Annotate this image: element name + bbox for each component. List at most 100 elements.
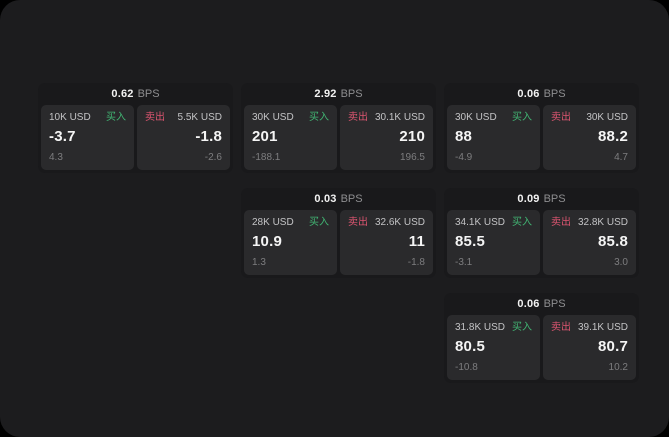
sell-delta: -2.6 bbox=[204, 152, 222, 163]
sell-amount: 32.6K USD bbox=[374, 217, 425, 228]
sell-panel[interactable]: 卖出 39.1K USD 80.7 10.2 bbox=[543, 315, 636, 380]
bps-unit-label: BPS bbox=[543, 88, 566, 100]
sell-delta: 10.2 bbox=[608, 362, 628, 373]
bps-unit-label: BPS bbox=[137, 88, 160, 100]
bps-value: 0.62 bbox=[111, 88, 134, 100]
buy-delta: 4.3 bbox=[49, 152, 63, 163]
bps-unit-label: BPS bbox=[340, 88, 363, 100]
buy-side-label: 买入 bbox=[512, 112, 532, 123]
buy-panel-header: 34.1K USD 买入 bbox=[455, 217, 532, 229]
buy-delta: -188.1 bbox=[252, 152, 281, 163]
sell-price: 88.2 bbox=[598, 128, 628, 145]
buy-delta: -10.8 bbox=[455, 362, 478, 373]
quote-grid: 0.62 BPS 10K USD 买入 -3.7 4.3 卖出 5.5K USD… bbox=[38, 83, 639, 383]
sell-side-label: 卖出 bbox=[145, 112, 165, 123]
buy-price: 10.9 bbox=[252, 233, 282, 250]
sell-side-label: 卖出 bbox=[551, 322, 571, 333]
quote-card: 0.09 BPS 34.1K USD 买入 85.5 -3.1 卖出 32.8K… bbox=[444, 188, 639, 278]
quote-panels: 28K USD 买入 10.9 1.3 卖出 32.6K USD 11 -1.8 bbox=[244, 210, 433, 275]
buy-panel[interactable]: 30K USD 买入 201 -188.1 bbox=[244, 105, 337, 170]
bps-value: 0.03 bbox=[314, 193, 337, 205]
quote-panels: 31.8K USD 买入 80.5 -10.8 卖出 39.1K USD 80.… bbox=[447, 315, 636, 380]
sell-panel-header: 卖出 30K USD bbox=[551, 112, 628, 124]
sell-side-label: 卖出 bbox=[551, 112, 571, 123]
buy-side-label: 买入 bbox=[106, 112, 126, 123]
buy-panel[interactable]: 30K USD 买入 88 -4.9 bbox=[447, 105, 540, 170]
buy-price: 85.5 bbox=[455, 233, 485, 250]
sell-delta: 4.7 bbox=[614, 152, 628, 163]
quote-card: 0.03 BPS 28K USD 买入 10.9 1.3 卖出 32.6K US… bbox=[241, 188, 436, 278]
sell-side-label: 卖出 bbox=[348, 112, 368, 123]
card-header: 2.92 BPS bbox=[244, 83, 433, 105]
sell-price: 210 bbox=[399, 128, 425, 145]
sell-panel[interactable]: 卖出 32.8K USD 85.8 3.0 bbox=[543, 210, 636, 275]
buy-delta: -3.1 bbox=[455, 257, 473, 268]
buy-side-label: 买入 bbox=[309, 217, 329, 228]
bps-unit-label: BPS bbox=[543, 298, 566, 310]
sell-panel[interactable]: 卖出 32.6K USD 11 -1.8 bbox=[340, 210, 433, 275]
buy-amount: 34.1K USD bbox=[455, 217, 506, 228]
sell-amount: 30.1K USD bbox=[374, 112, 425, 123]
quote-panels: 30K USD 买入 201 -188.1 卖出 30.1K USD 210 1… bbox=[244, 105, 433, 170]
bps-value: 0.06 bbox=[517, 88, 540, 100]
sell-side-label: 卖出 bbox=[348, 217, 368, 228]
quote-panels: 34.1K USD 买入 85.5 -3.1 卖出 32.8K USD 85.8… bbox=[447, 210, 636, 275]
quote-card: 2.92 BPS 30K USD 买入 201 -188.1 卖出 30.1K … bbox=[241, 83, 436, 173]
buy-panel-header: 30K USD 买入 bbox=[252, 112, 329, 124]
sell-amount: 5.5K USD bbox=[177, 112, 222, 123]
sell-price: 11 bbox=[408, 233, 425, 250]
buy-panel-header: 30K USD 买入 bbox=[455, 112, 532, 124]
quote-panels: 30K USD 买入 88 -4.9 卖出 30K USD 88.2 4.7 bbox=[447, 105, 636, 170]
card-header: 0.06 BPS bbox=[447, 83, 636, 105]
sell-panel-header: 卖出 5.5K USD bbox=[145, 112, 222, 124]
buy-panel-header: 28K USD 买入 bbox=[252, 217, 329, 229]
buy-panel[interactable]: 34.1K USD 买入 85.5 -3.1 bbox=[447, 210, 540, 275]
buy-delta: -4.9 bbox=[455, 152, 473, 163]
buy-panel-header: 10K USD 买入 bbox=[49, 112, 126, 124]
card-header: 0.62 BPS bbox=[41, 83, 230, 105]
sell-panel[interactable]: 卖出 5.5K USD -1.8 -2.6 bbox=[137, 105, 230, 170]
sell-price: 80.7 bbox=[598, 338, 628, 355]
sell-panel-header: 卖出 32.8K USD bbox=[551, 217, 628, 229]
sell-amount: 39.1K USD bbox=[577, 322, 628, 333]
sell-delta: -1.8 bbox=[407, 257, 425, 268]
buy-delta: 1.3 bbox=[252, 257, 266, 268]
bps-unit-label: BPS bbox=[543, 193, 566, 205]
buy-panel[interactable]: 31.8K USD 买入 80.5 -10.8 bbox=[447, 315, 540, 380]
buy-panel[interactable]: 28K USD 买入 10.9 1.3 bbox=[244, 210, 337, 275]
sell-panel-header: 卖出 39.1K USD bbox=[551, 322, 628, 334]
sell-delta: 196.5 bbox=[399, 152, 425, 163]
sell-panel-header: 卖出 32.6K USD bbox=[348, 217, 425, 229]
buy-amount: 30K USD bbox=[455, 112, 497, 123]
sell-amount: 32.8K USD bbox=[577, 217, 628, 228]
buy-price: 201 bbox=[252, 128, 278, 145]
bps-value: 0.09 bbox=[517, 193, 540, 205]
buy-panel-header: 31.8K USD 买入 bbox=[455, 322, 532, 334]
bps-value: 0.06 bbox=[517, 298, 540, 310]
buy-amount: 10K USD bbox=[49, 112, 91, 123]
bps-unit-label: BPS bbox=[340, 193, 363, 205]
buy-panel[interactable]: 10K USD 买入 -3.7 4.3 bbox=[41, 105, 134, 170]
sell-amount: 30K USD bbox=[586, 112, 628, 123]
sell-side-label: 卖出 bbox=[551, 217, 571, 228]
buy-side-label: 买入 bbox=[512, 217, 532, 228]
sell-panel[interactable]: 卖出 30.1K USD 210 196.5 bbox=[340, 105, 433, 170]
buy-amount: 30K USD bbox=[252, 112, 294, 123]
card-header: 0.03 BPS bbox=[244, 188, 433, 210]
bps-value: 2.92 bbox=[314, 88, 337, 100]
sell-price: 85.8 bbox=[598, 233, 628, 250]
sell-panel-header: 卖出 30.1K USD bbox=[348, 112, 425, 124]
buy-side-label: 买入 bbox=[512, 322, 532, 333]
buy-amount: 28K USD bbox=[252, 217, 294, 228]
sell-panel[interactable]: 卖出 30K USD 88.2 4.7 bbox=[543, 105, 636, 170]
quote-card: 0.06 BPS 30K USD 买入 88 -4.9 卖出 30K USD 8… bbox=[444, 83, 639, 173]
buy-amount: 31.8K USD bbox=[455, 322, 506, 333]
sell-price: -1.8 bbox=[195, 128, 222, 145]
buy-price: 88 bbox=[455, 128, 473, 145]
sell-delta: 3.0 bbox=[614, 257, 628, 268]
buy-side-label: 买入 bbox=[309, 112, 329, 123]
quote-card: 0.62 BPS 10K USD 买入 -3.7 4.3 卖出 5.5K USD… bbox=[38, 83, 233, 173]
card-header: 0.06 BPS bbox=[447, 293, 636, 315]
quote-card: 0.06 BPS 31.8K USD 买入 80.5 -10.8 卖出 39.1… bbox=[444, 293, 639, 383]
